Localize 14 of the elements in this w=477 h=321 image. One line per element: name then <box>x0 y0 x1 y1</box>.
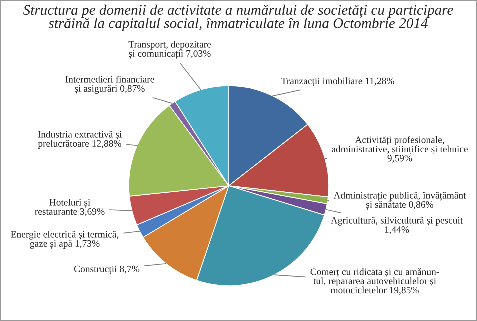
slice-label: Comerț cu ridicata și cu amănun- tul, repararea autovehiculelor și motocicletelor 19,85% <box>310 268 440 295</box>
slice-label: Tranzacții imobiliare 11,28% <box>281 78 394 86</box>
slice-label: Agricultură, silvicultură și pescuit <box>330 217 464 226</box>
slice-label: Energie electrică și termică, gaze și apă 1,73% <box>11 230 119 250</box>
slice-label: Administrație publică, învățământ și sănătate 0,86% <box>334 192 466 210</box>
data-label: 1,44% <box>385 226 410 234</box>
slice-label: Industria extractivă și prelucrătoare 12,88% <box>38 131 122 149</box>
slice-label: Activități profesionale, administrative, științifice și tehnice <box>332 136 468 155</box>
slice-label: Transport, depozitare și comunicații 7,03% <box>128 41 212 59</box>
slice-label: Intermedieri financiare și asigurări 0,87% <box>66 76 154 94</box>
slice-label: Hoteluri și restaurante 3,69% <box>35 199 105 216</box>
slice-label: Construcții 8,7% <box>74 266 140 274</box>
data-label: 9,59% <box>388 155 412 164</box>
chart-title: Structura pe domenii de activitate a numărului de societăți cu participare străină la capitalul social, înmatriculate în luna Octombrie 2014 <box>23 4 454 32</box>
